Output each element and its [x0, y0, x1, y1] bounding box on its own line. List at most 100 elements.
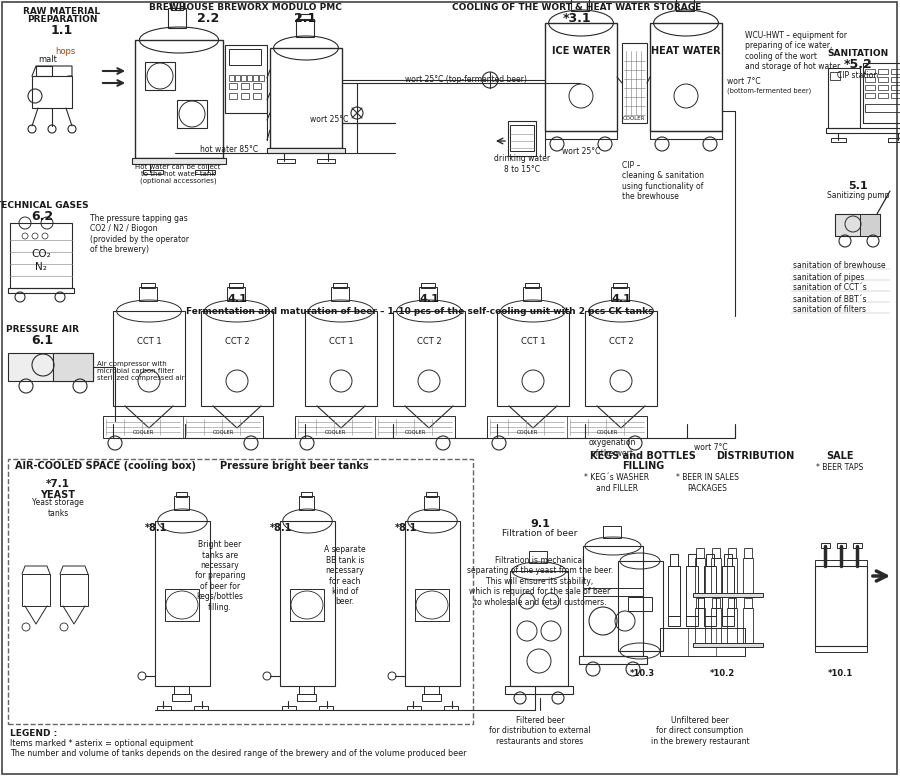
Text: drinking water
8 to 15°C: drinking water 8 to 15°C	[494, 154, 550, 174]
Text: CO₂: CO₂	[32, 249, 51, 259]
Text: CIP –
cleaning & sanitation
using functionality of
the brewhouse: CIP – cleaning & sanitation using functi…	[622, 161, 704, 201]
Text: The pressure tapping gas
CO2 / N2 / Biogon
(provided by the operator
of the brew: The pressure tapping gas CO2 / N2 / Biog…	[90, 214, 189, 255]
Text: AIR-COOLED SPACE (cooling box): AIR-COOLED SPACE (cooling box)	[15, 461, 196, 471]
Text: Filtration is mechanical
separating of the yeast from the beer.
This will ensure: Filtration is mechanical separating of t…	[467, 556, 613, 607]
Bar	[421, 283, 435, 288]
Bar	[831, 138, 846, 142]
Text: CCT 1: CCT 1	[521, 337, 545, 345]
Bar	[878, 85, 888, 90]
Bar	[826, 128, 900, 133]
Bar	[508, 121, 536, 156]
Bar	[828, 68, 860, 128]
Bar	[525, 283, 539, 288]
Text: Pressure bright beer tanks: Pressure bright beer tanks	[220, 461, 369, 471]
Bar	[201, 311, 273, 406]
Bar	[290, 589, 324, 621]
Bar	[696, 598, 704, 608]
Bar	[141, 283, 155, 288]
Bar	[60, 574, 88, 606]
Bar	[668, 566, 680, 616]
Text: hops: hops	[55, 47, 76, 56]
Text: wort 25°C (top-fermented beer): wort 25°C (top-fermented beer)	[405, 75, 526, 85]
Text: Fermentation and maturation of beer – 1–10 pcs of the self-cooling unit with 2 p: Fermentation and maturation of beer – 1–…	[186, 307, 653, 316]
Bar	[670, 554, 678, 566]
Bar	[280, 521, 335, 686]
Bar	[695, 558, 705, 593]
Bar	[695, 608, 705, 643]
Bar	[815, 646, 867, 652]
Text: LEGEND :: LEGEND :	[10, 729, 58, 739]
Text: A separate
BB tank is
necessary
for each
kind of
beer.: A separate BB tank is necessary for each…	[324, 546, 365, 607]
Bar	[132, 158, 226, 164]
Text: * BEER IN SALES
PACKAGES: * BEER IN SALES PACKAGES	[676, 473, 738, 493]
Bar	[424, 496, 439, 510]
Bar	[270, 48, 342, 148]
Bar	[497, 311, 569, 406]
Text: Filtered beer
for distribution to external
restaurants and stores: Filtered beer for distribution to extern…	[490, 716, 590, 746]
Bar	[301, 492, 312, 497]
Bar	[693, 643, 763, 647]
Text: hot water 85°C: hot water 85°C	[200, 146, 258, 154]
Bar	[878, 93, 888, 98]
Bar	[229, 75, 234, 81]
Bar	[712, 598, 720, 608]
Bar	[579, 656, 647, 664]
Text: wort 25°C: wort 25°C	[562, 147, 600, 155]
Bar	[298, 14, 312, 20]
Bar	[297, 694, 316, 701]
Text: 6.1: 6.1	[31, 334, 53, 347]
Bar	[545, 131, 617, 139]
Bar	[618, 561, 663, 651]
Bar	[704, 616, 716, 626]
Text: 2.1: 2.1	[294, 12, 316, 26]
Bar	[693, 593, 763, 597]
Bar	[744, 548, 752, 558]
Text: YEAST: YEAST	[40, 490, 76, 500]
Text: *5.2: *5.2	[843, 57, 872, 71]
Bar	[241, 93, 249, 99]
Text: *8.1: *8.1	[270, 523, 292, 533]
Text: COOLER: COOLER	[517, 431, 537, 435]
Text: sanitation of CCT´s: sanitation of CCT´s	[793, 283, 867, 293]
Text: COOLER: COOLER	[623, 116, 645, 122]
Bar	[611, 287, 629, 301]
Text: COOLER: COOLER	[132, 431, 154, 435]
Text: COOLING OF THE WORT & HEAT WATER STORAGE: COOLING OF THE WORT & HEAT WATER STORAGE	[453, 4, 702, 12]
Bar	[523, 287, 541, 301]
Bar	[241, 83, 249, 89]
Text: CIP station: CIP station	[837, 71, 878, 79]
Bar	[331, 287, 349, 301]
Text: BREWHOUSE BREWORX MODULO PMC: BREWHOUSE BREWORX MODULO PMC	[148, 4, 341, 12]
Bar	[696, 548, 704, 558]
Text: Yeast storage
tanks: Yeast storage tanks	[32, 498, 84, 518]
Bar	[424, 686, 439, 694]
Text: 4.1: 4.1	[419, 294, 439, 304]
Bar	[103, 416, 263, 438]
Bar	[253, 83, 261, 89]
Bar	[853, 543, 862, 548]
Bar	[8, 353, 93, 381]
Bar	[10, 223, 72, 288]
Text: *7.1: *7.1	[46, 479, 70, 489]
Text: sanitation of brewhouse: sanitation of brewhouse	[793, 262, 886, 271]
Bar	[545, 23, 617, 131]
Bar	[282, 706, 296, 710]
Bar	[135, 40, 223, 158]
Bar	[676, 0, 694, 11]
Text: CCT 2: CCT 2	[608, 337, 634, 345]
Bar	[277, 159, 295, 163]
Text: Filtration of beer: Filtration of beer	[502, 529, 578, 539]
Bar	[865, 69, 875, 74]
Bar	[139, 287, 157, 301]
Text: 9.1: 9.1	[530, 519, 550, 529]
Text: Air compressor with
microbial carbon filter
sterilized compressed air: Air compressor with microbial carbon fil…	[97, 361, 184, 381]
Bar	[865, 77, 875, 82]
Bar	[422, 694, 441, 701]
Bar	[743, 558, 753, 593]
Text: Items marked * asterix = optional equipment: Items marked * asterix = optional equipm…	[10, 740, 194, 749]
Bar	[235, 75, 240, 81]
Bar	[194, 706, 208, 710]
Bar	[444, 706, 458, 710]
Bar	[53, 353, 93, 381]
Text: PREPARATION: PREPARATION	[27, 16, 97, 25]
